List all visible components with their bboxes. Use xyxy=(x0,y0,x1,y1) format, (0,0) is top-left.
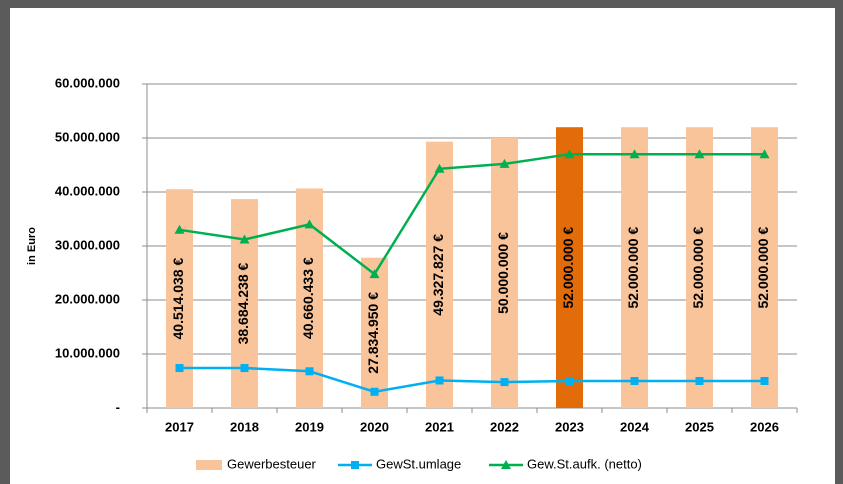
line xyxy=(179,366,765,394)
x-tick-label: 2023 xyxy=(555,419,584,434)
x-tick-label: 2024 xyxy=(620,419,650,434)
y-tick-label: 20.000.000 xyxy=(55,291,120,306)
x-tick-label: 2017 xyxy=(165,419,194,434)
legend-label: Gewerbesteuer xyxy=(227,456,317,471)
line-marker xyxy=(500,378,509,387)
y-tick-label: 30.000.000 xyxy=(55,237,120,252)
line-marker xyxy=(370,387,379,396)
bar-value-label: 52.000.000 € xyxy=(755,227,771,309)
y-tick-label: 60.000.000 xyxy=(55,75,120,90)
line-marker xyxy=(174,224,185,234)
y-axis-label: in Euro xyxy=(26,227,38,265)
x-tick-label: 2022 xyxy=(490,419,519,434)
line-marker xyxy=(759,149,770,159)
bar-value-label: 50.000.000 € xyxy=(495,232,511,314)
bar-value-label: 49.327.827 € xyxy=(430,234,446,316)
legend-label: Gew.St.aufk. (netto) xyxy=(527,456,642,471)
line xyxy=(179,152,765,276)
line-marker xyxy=(239,234,250,244)
bar xyxy=(686,127,713,408)
x-tick-label: 2018 xyxy=(230,419,259,434)
bar-value-label: 52.000.000 € xyxy=(560,227,576,309)
line-marker xyxy=(564,149,575,159)
line-marker xyxy=(499,158,510,168)
bar xyxy=(231,199,258,408)
line-marker xyxy=(434,163,445,173)
line-marker xyxy=(369,269,380,279)
y-tick-label: - xyxy=(116,399,120,414)
x-tick-label: 2020 xyxy=(360,419,389,434)
line-marker xyxy=(694,149,705,159)
line-marker xyxy=(435,376,444,385)
bar xyxy=(621,127,648,408)
legend-marker xyxy=(501,460,511,469)
bar-value-label: 38.684.238 € xyxy=(235,262,251,344)
legend-swatch xyxy=(196,460,222,470)
line-marker xyxy=(760,377,769,385)
y-tick-label: 40.000.000 xyxy=(55,183,120,198)
bar xyxy=(556,127,583,408)
line-marker xyxy=(695,377,704,385)
y-tick-label: 50.000.000 xyxy=(55,129,120,144)
bar-value-label: 52.000.000 € xyxy=(625,227,641,309)
x-tick-label: 2021 xyxy=(425,419,454,434)
bar xyxy=(491,138,518,408)
legend-marker xyxy=(351,461,359,469)
line-marker xyxy=(565,377,574,385)
bar-value-label: 40.514.038 € xyxy=(170,258,186,340)
line-marker xyxy=(175,364,184,373)
bar-value-label: 52.000.000 € xyxy=(690,227,706,309)
legend-label: GewSt.umlage xyxy=(376,456,461,471)
x-tick-label: 2025 xyxy=(685,419,714,434)
line-marker xyxy=(304,219,315,229)
bar xyxy=(361,257,388,408)
x-tick-label: 2019 xyxy=(295,419,324,434)
bar-value-label: 27.834.950 € xyxy=(365,292,381,374)
x-tick-label: 2026 xyxy=(750,419,779,434)
bar xyxy=(751,127,778,408)
line-marker xyxy=(305,367,314,376)
line-marker xyxy=(630,377,639,385)
bar-value-label: 40.660.433 € xyxy=(300,257,316,339)
bar xyxy=(426,141,453,408)
line-marker xyxy=(629,149,640,159)
line-marker xyxy=(240,364,249,373)
y-tick-label: 10.000.000 xyxy=(55,345,120,360)
